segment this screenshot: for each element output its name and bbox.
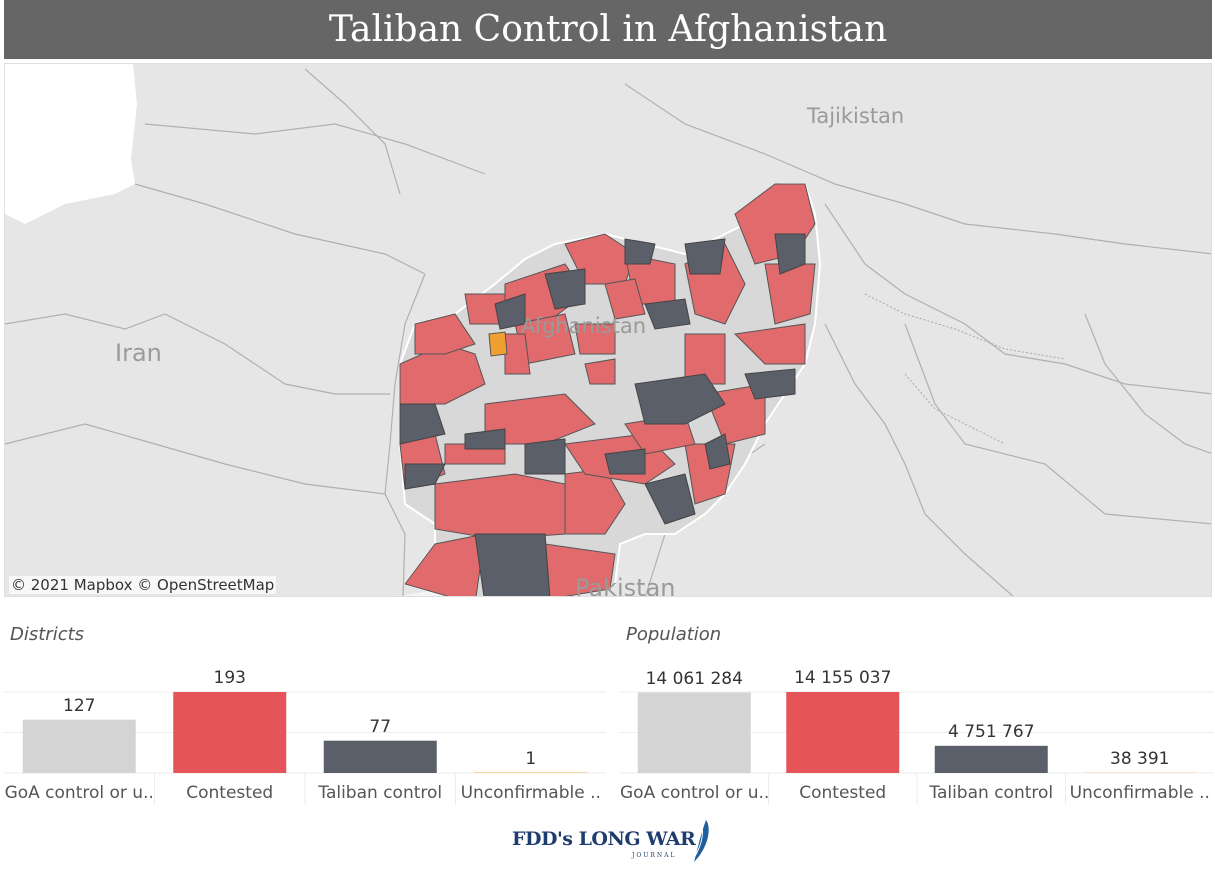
- districts-bar-0[interactable]: [22, 719, 136, 773]
- population-bar-2[interactable]: [934, 745, 1048, 773]
- population-category-label-0[interactable]: GoA control or u..: [620, 783, 769, 803]
- label-tajikistan: Tajikistan: [807, 104, 905, 128]
- districts-title: Districts: [10, 624, 85, 645]
- population-value-label-3: 38 391: [1110, 748, 1170, 769]
- population-bar-1[interactable]: [786, 692, 900, 773]
- population-bar-0[interactable]: [637, 692, 751, 773]
- logo-text: FDD's LONG WAR: [512, 828, 696, 850]
- population-category-label-1[interactable]: Contested: [799, 783, 887, 803]
- population-value-label-0: 14 061 284: [645, 668, 743, 689]
- districts-category-label-3[interactable]: Unconfirmable ..: [460, 783, 601, 803]
- map-canvas[interactable]: [5, 64, 1212, 597]
- district-map[interactable]: Tajikistan Afghanistan Iran Pakistan © 2…: [4, 63, 1212, 597]
- map-attribution[interactable]: © 2021 Mapbox © OpenStreetMap: [9, 576, 277, 594]
- population-value-label-1: 14 155 037: [794, 668, 892, 688]
- fdd-long-war-logo: FDD's LONG WAR JOURNAL: [512, 818, 714, 864]
- districts-bar-1[interactable]: [173, 692, 287, 773]
- country-borders: [5, 68, 1211, 596]
- population-chart[interactable]: 14 061 284 GoA control or u.. 14 155 037 Co…: [620, 660, 1214, 805]
- quill-icon: [693, 820, 709, 862]
- population-category-label-3[interactable]: Unconfirmable ..: [1069, 783, 1210, 803]
- districts-chart[interactable]: 127 GoA control or u.. 193 Contested 77 Talib…: [4, 660, 606, 805]
- districts-category-label-1[interactable]: Contested: [186, 783, 274, 803]
- population-bars-svg: [620, 691, 1214, 805]
- population-category-label-2[interactable]: Taliban control: [929, 783, 1054, 803]
- unconfirmable-district: [488, 331, 508, 357]
- population-title: Population: [626, 624, 722, 645]
- districts-bars-svg: [4, 691, 606, 805]
- districts-value-label-0: 127: [63, 695, 96, 716]
- contested-districts: [399, 183, 816, 596]
- districts-bar-2[interactable]: [323, 740, 437, 773]
- districts-category-label-2[interactable]: Taliban control: [318, 783, 443, 803]
- dashboard-title: Taliban Control in Afghanistan: [4, 0, 1212, 59]
- caspian-sea: [5, 64, 137, 224]
- districts-category-label-0[interactable]: GoA control or u..: [4, 783, 154, 803]
- taliban-districts: [399, 233, 806, 596]
- logo-subtext: JOURNAL: [632, 852, 677, 859]
- label-pakistan: Pakistan: [575, 574, 676, 597]
- label-afghanistan: Afghanistan: [521, 314, 647, 338]
- districts-value-label-3: 1: [525, 748, 537, 769]
- population-value-label-2: 4 751 767: [947, 721, 1035, 742]
- districts-value-label-1: 193: [213, 668, 246, 688]
- districts-value-label-2: 77: [369, 716, 392, 737]
- label-iran: Iran: [115, 339, 162, 367]
